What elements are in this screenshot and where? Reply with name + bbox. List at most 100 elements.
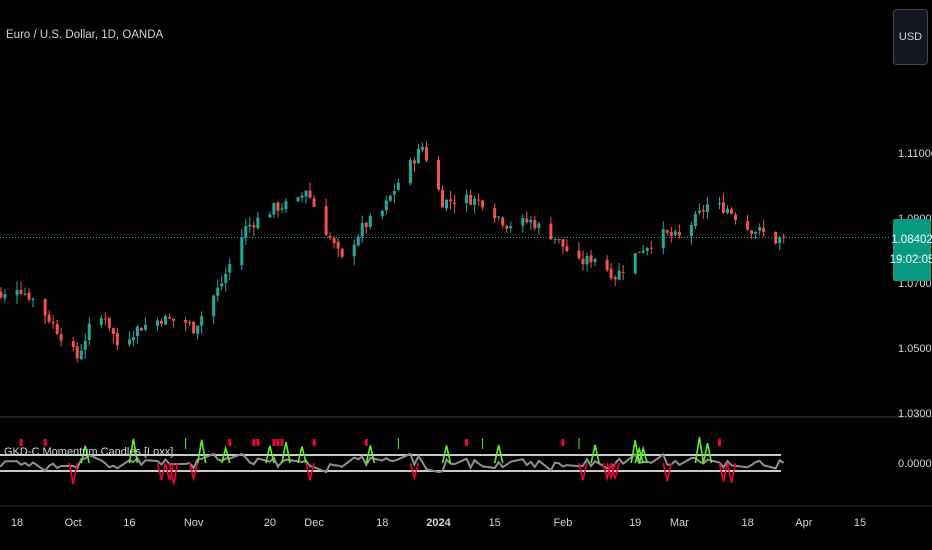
candle <box>51 315 55 330</box>
time-tick-label: Feb <box>553 517 572 529</box>
candle <box>15 281 19 305</box>
candle <box>55 319 59 335</box>
candle-body <box>71 341 75 348</box>
candle-body <box>156 320 159 326</box>
candle <box>384 195 388 216</box>
momentum-line <box>0 452 785 474</box>
currency-button[interactable]: USD <box>893 9 928 65</box>
last-price-value: 1.08402 <box>891 234 932 246</box>
candle <box>529 215 533 231</box>
candle <box>352 239 356 266</box>
candle <box>553 238 557 244</box>
candle <box>537 221 541 235</box>
candle-body <box>356 236 360 246</box>
momentum-spike <box>365 445 376 464</box>
candle <box>300 191 304 203</box>
candle-body <box>131 337 135 341</box>
candle-body <box>605 259 609 271</box>
indicator-title[interactable]: GKD-C Momentum Candles [Loxx] <box>4 446 174 458</box>
candle-body <box>774 231 778 244</box>
candle <box>280 202 284 214</box>
candle <box>726 205 730 215</box>
candle-body <box>778 237 782 244</box>
candle <box>577 242 581 261</box>
candle-body <box>296 197 300 202</box>
candle <box>336 238 340 258</box>
signal-marker <box>312 439 316 446</box>
candle <box>27 288 31 302</box>
candle <box>497 215 501 221</box>
symbol-title[interactable]: Euro / U.S. Dollar, 1D, OANDA <box>6 29 164 41</box>
candle-body <box>649 247 653 249</box>
candle <box>718 196 721 210</box>
candle-body <box>87 323 91 340</box>
momentum-spike <box>80 445 90 464</box>
candle <box>509 221 513 233</box>
candle <box>143 317 147 332</box>
candle <box>135 324 139 344</box>
candle <box>782 233 786 244</box>
candle <box>561 238 565 254</box>
candle-body <box>613 277 617 280</box>
candle-body <box>750 230 754 234</box>
candle <box>164 314 168 325</box>
candle-body <box>192 321 196 334</box>
candle-body <box>75 346 79 359</box>
signal-marker <box>561 439 565 446</box>
candle <box>585 252 589 272</box>
candle-body <box>15 289 19 296</box>
candle <box>505 224 509 233</box>
candle <box>533 216 537 231</box>
time-tick-label: Apr <box>795 517 812 529</box>
candle-body <box>396 182 400 191</box>
time-tick-label: Nov <box>184 517 204 529</box>
candle-body <box>529 219 533 223</box>
candle <box>160 318 164 327</box>
candle <box>268 211 272 218</box>
candle-body <box>168 317 172 319</box>
candle-body <box>43 299 47 316</box>
candle <box>168 313 172 320</box>
candle <box>240 228 244 271</box>
candle <box>689 222 693 245</box>
candle-body <box>493 207 497 219</box>
candle-body <box>641 250 645 253</box>
time-tick-label: 18 <box>11 517 23 529</box>
candle <box>324 198 328 236</box>
candle-body <box>722 202 726 213</box>
momentum-spike <box>297 446 307 464</box>
candle-body <box>645 247 649 251</box>
candle <box>139 327 143 331</box>
momentum-spike <box>188 462 199 482</box>
candle <box>256 211 260 230</box>
candle-body <box>23 293 27 295</box>
candle-body <box>437 160 440 190</box>
candle-body <box>585 256 589 265</box>
time-tick-label: Mar <box>670 517 689 529</box>
time-tick-label: 16 <box>123 517 135 529</box>
candle-body <box>79 350 83 360</box>
price-tick-label: 1.07000 <box>898 278 932 290</box>
momentum-spike <box>662 462 673 482</box>
candle <box>609 263 613 281</box>
candle <box>107 317 111 332</box>
candle <box>697 203 701 215</box>
candle <box>3 288 7 303</box>
candle <box>734 212 738 225</box>
candle-body <box>412 160 416 164</box>
candle-body <box>272 203 276 215</box>
candle-body <box>782 236 786 238</box>
candle-body <box>621 271 625 273</box>
candle-body <box>55 323 59 335</box>
candle-body <box>609 268 613 279</box>
candle <box>59 328 63 347</box>
momentum-spike <box>702 443 713 464</box>
candle <box>481 199 485 211</box>
candle <box>693 210 697 230</box>
candle <box>356 233 360 247</box>
candle-body <box>200 316 204 326</box>
candle-body <box>557 239 561 241</box>
candle-body <box>521 217 525 226</box>
candle-body <box>340 248 344 257</box>
